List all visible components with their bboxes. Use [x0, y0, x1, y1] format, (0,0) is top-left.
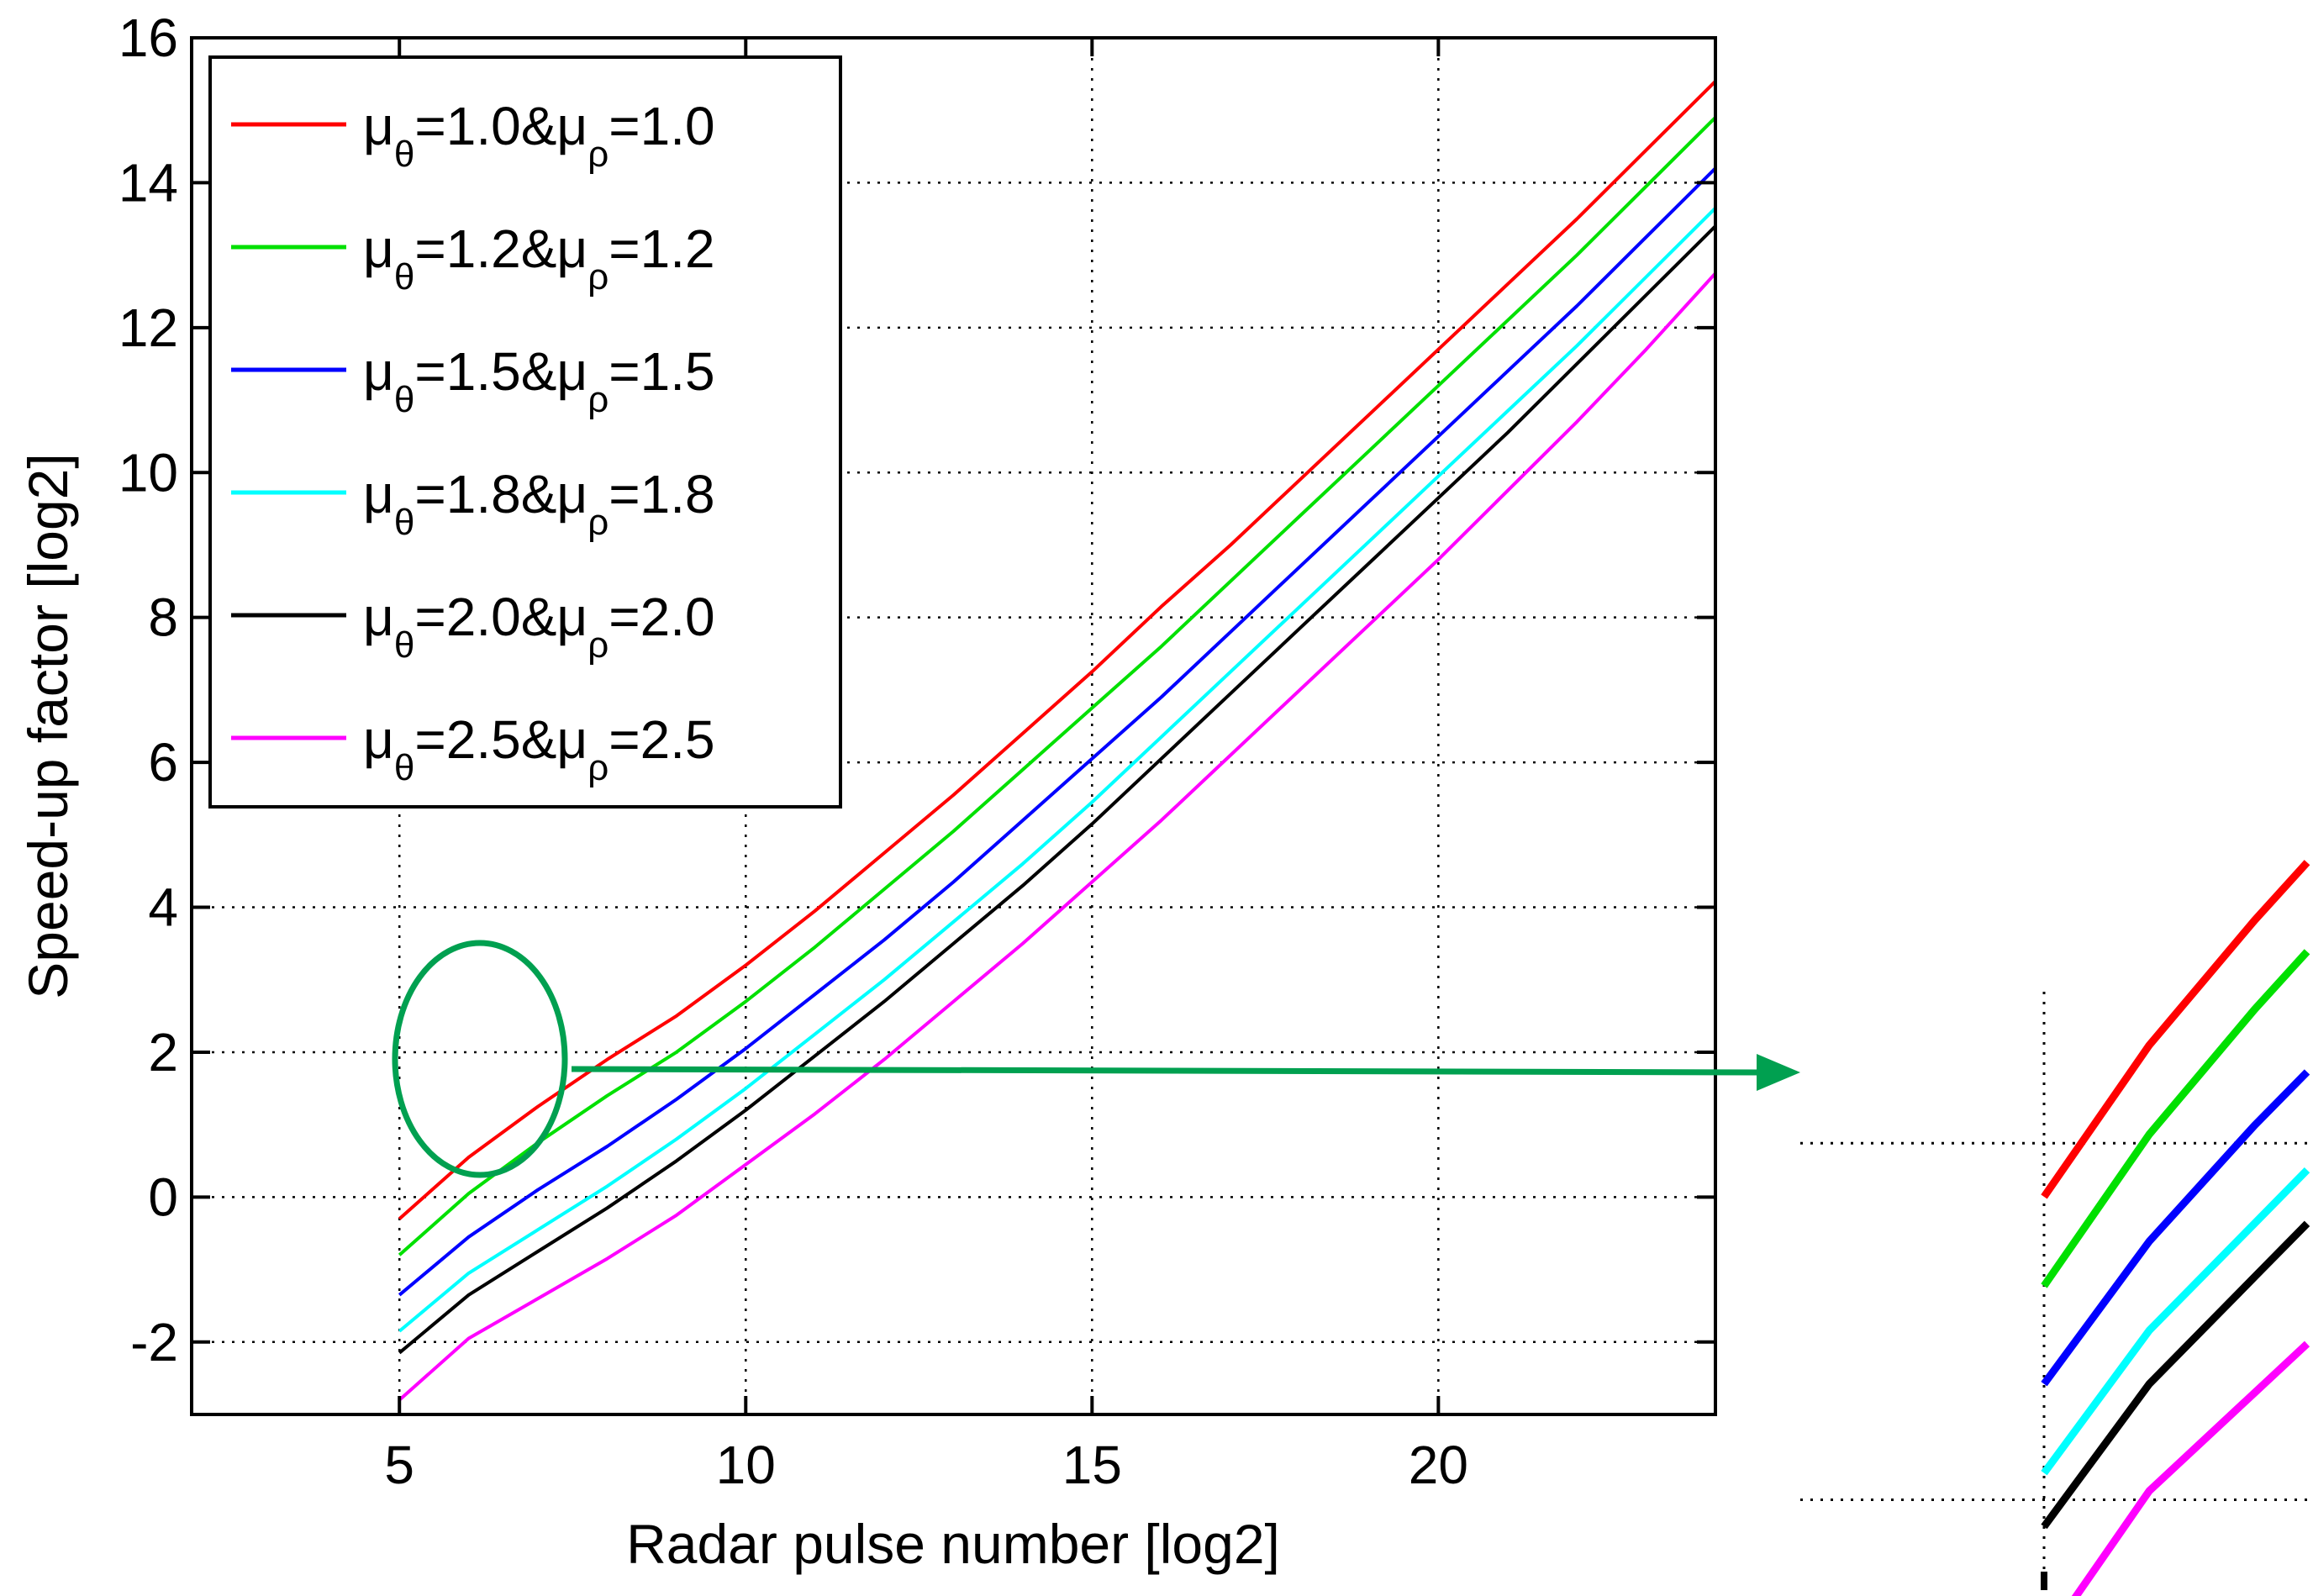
series-line-2 — [398, 166, 1717, 1297]
series-line-0 — [398, 80, 1717, 1220]
inset-series-lines — [2041, 860, 2310, 1596]
x-axis-ticks: 5 10 15 20 — [384, 38, 1468, 1495]
inset-series-line-2 — [2041, 1069, 2310, 1387]
plot-frame — [190, 36, 1717, 1416]
legend-box — [208, 55, 842, 809]
zoom-arrow — [571, 1054, 1800, 1091]
legend-label-1: μθ=1.2&μρ=1.2 — [363, 219, 715, 298]
legend-label-4: μθ=2.0&μρ=2.0 — [363, 587, 715, 666]
y-tick-label: 8 — [148, 587, 178, 648]
inset-series-line-4 — [2041, 1220, 2310, 1530]
legend: μθ=1.0&μρ=1.0 μθ=1.2&μρ=1.2 μθ=1.5&μρ=1.5 μ… — [208, 55, 842, 809]
inset-series-line-3 — [2041, 1167, 2310, 1476]
inset-series-line-0 — [2041, 860, 2310, 1199]
legend-label-3: μθ=1.8&μρ=1.8 — [363, 464, 715, 543]
x-tick-label: 10 — [716, 1435, 776, 1495]
y-tick-label: 10 — [119, 442, 178, 503]
y-tick-label: 12 — [119, 298, 178, 358]
inset-series-line-5 — [2071, 1341, 2310, 1596]
y-axis-ticks: -2 0 2 4 6 8 10 12 14 16 — [119, 8, 1715, 1372]
series-line-1 — [398, 116, 1717, 1256]
y-tick-label: -2 — [130, 1312, 178, 1372]
y-tick-label: 0 — [148, 1167, 178, 1227]
series-lines — [398, 80, 1717, 1402]
zoom-inset — [1800, 860, 2310, 1596]
legend-label-5: μθ=2.5&μρ=2.5 — [363, 709, 715, 788]
y-axis-label: Speed-up factor [log2] — [17, 453, 79, 998]
x-tick-label: 5 — [384, 1435, 414, 1495]
inset-grid — [1800, 992, 2307, 1590]
x-axis-label: Radar pulse number [log2] — [626, 1513, 1280, 1575]
series-line-3 — [398, 207, 1717, 1333]
legend-label-0: μθ=1.0&μρ=1.0 — [363, 96, 715, 175]
series-line-4 — [398, 224, 1717, 1355]
y-tick-label: 14 — [119, 152, 178, 213]
series-line-5 — [398, 271, 1717, 1402]
y-tick-label: 2 — [148, 1022, 178, 1082]
legend-label-2: μθ=1.5&μρ=1.5 — [363, 341, 715, 420]
inset-series-line-1 — [2041, 949, 2310, 1288]
y-tick-label: 6 — [148, 732, 178, 793]
zoom-highlight-ellipse — [392, 940, 568, 1178]
y-tick-label: 4 — [148, 877, 178, 938]
x-tick-label: 20 — [1409, 1435, 1468, 1495]
x-tick-label: 15 — [1062, 1435, 1122, 1495]
legend-entries: μθ=1.0&μρ=1.0 μθ=1.2&μρ=1.2 μθ=1.5&μρ=1.5 μ… — [231, 96, 715, 788]
y-tick-label: 16 — [119, 8, 178, 68]
main-chart: 5 10 15 20 -2 0 2 4 6 8 10 12 14 16 Radar pulse numb… — [17, 8, 1717, 1575]
